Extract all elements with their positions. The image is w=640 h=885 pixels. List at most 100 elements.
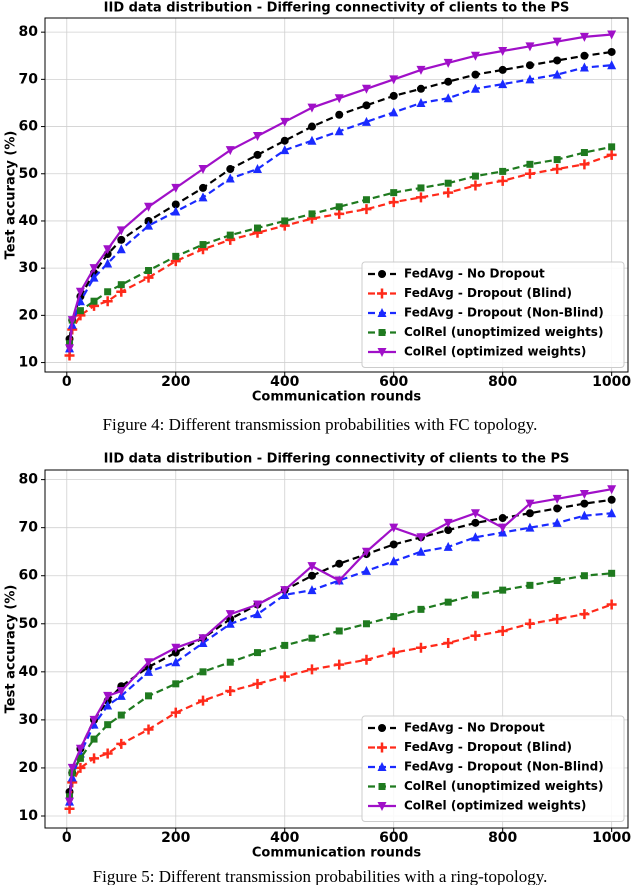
marker xyxy=(377,802,387,811)
marker xyxy=(470,51,480,61)
y-tick-label: 30 xyxy=(19,712,39,728)
marker xyxy=(444,598,452,606)
marker xyxy=(471,518,480,527)
marker xyxy=(389,107,399,117)
marker xyxy=(388,197,399,208)
marker xyxy=(76,754,84,762)
marker xyxy=(65,797,75,807)
x-tick-label: 400 xyxy=(270,374,299,390)
marker xyxy=(307,103,317,113)
legend-box xyxy=(361,715,625,822)
marker xyxy=(579,490,589,500)
y-tick-label: 70 xyxy=(19,520,39,536)
x-axis-label: Communication rounds xyxy=(252,390,422,405)
marker xyxy=(65,344,75,354)
series-line xyxy=(68,498,612,793)
marker xyxy=(144,202,154,212)
y-tick-label: 50 xyxy=(19,616,39,632)
marker xyxy=(75,287,85,297)
marker xyxy=(171,657,181,667)
marker xyxy=(225,610,235,620)
marker xyxy=(607,485,617,495)
marker xyxy=(579,62,589,72)
y-axis-label: Test accuracy (%) xyxy=(4,585,19,714)
marker xyxy=(307,585,317,595)
marker xyxy=(470,630,481,641)
marker xyxy=(443,518,453,528)
marker xyxy=(606,599,617,610)
marker xyxy=(334,126,344,136)
figure-caption: Figure 5: Different transmission probabi… xyxy=(93,867,548,885)
marker xyxy=(145,692,153,700)
marker xyxy=(225,686,236,697)
marker xyxy=(389,523,399,533)
marker xyxy=(90,735,98,743)
plot-frame xyxy=(44,17,629,373)
marker xyxy=(416,65,426,75)
marker xyxy=(607,495,616,504)
marker xyxy=(280,136,289,145)
legend-label: FedAvg - Dropout (Non-Blind) xyxy=(404,306,604,320)
marker xyxy=(443,58,453,68)
marker xyxy=(443,637,454,648)
marker xyxy=(252,609,262,619)
marker xyxy=(498,65,507,74)
marker xyxy=(75,762,86,773)
marker xyxy=(417,184,425,192)
y-tick-label: 70 xyxy=(19,71,39,87)
marker xyxy=(252,164,262,174)
marker xyxy=(378,783,386,790)
marker xyxy=(607,60,617,70)
marker xyxy=(198,695,209,706)
legend-label: ColRel (unoptimized weights) xyxy=(404,325,603,339)
marker xyxy=(103,700,113,710)
figure-caption: Figure 4: Different transmission probabi… xyxy=(103,415,538,434)
x-tick-label: 600 xyxy=(379,830,408,846)
marker xyxy=(102,296,113,307)
marker xyxy=(361,204,372,215)
marker xyxy=(334,659,345,670)
marker xyxy=(104,721,112,729)
marker xyxy=(499,586,507,594)
marker xyxy=(378,724,386,732)
legend-label: FedAvg - Dropout (Blind) xyxy=(404,286,572,300)
marker xyxy=(471,591,479,599)
marker xyxy=(525,74,535,84)
marker xyxy=(526,581,534,589)
legend-label: FedAvg - Dropout (Non-Blind) xyxy=(404,760,604,774)
plot-frame xyxy=(44,469,629,829)
marker xyxy=(117,711,125,719)
marker xyxy=(116,738,127,749)
marker xyxy=(225,618,235,628)
marker xyxy=(607,30,617,40)
marker xyxy=(253,150,262,159)
marker xyxy=(390,613,398,621)
marker xyxy=(117,281,125,289)
marker xyxy=(552,69,562,79)
marker xyxy=(281,217,289,225)
marker xyxy=(525,499,535,509)
marker xyxy=(498,523,508,533)
marker xyxy=(552,37,562,47)
marker xyxy=(524,618,535,629)
x-tick-label: 1000 xyxy=(592,830,631,846)
x-tick-label: 400 xyxy=(270,830,299,846)
marker xyxy=(416,546,426,556)
marker xyxy=(416,533,426,543)
marker xyxy=(606,149,617,160)
marker xyxy=(75,744,85,754)
y-tick-label: 60 xyxy=(19,119,39,135)
marker xyxy=(199,668,207,676)
marker xyxy=(226,231,234,239)
x-tick-label: 200 xyxy=(161,830,190,846)
marker xyxy=(116,226,126,236)
marker xyxy=(143,272,154,283)
y-tick-label: 40 xyxy=(19,664,39,680)
marker xyxy=(335,559,344,568)
marker xyxy=(116,687,126,697)
marker xyxy=(443,187,454,198)
marker xyxy=(377,742,387,753)
marker xyxy=(389,556,399,566)
marker xyxy=(252,132,262,141)
